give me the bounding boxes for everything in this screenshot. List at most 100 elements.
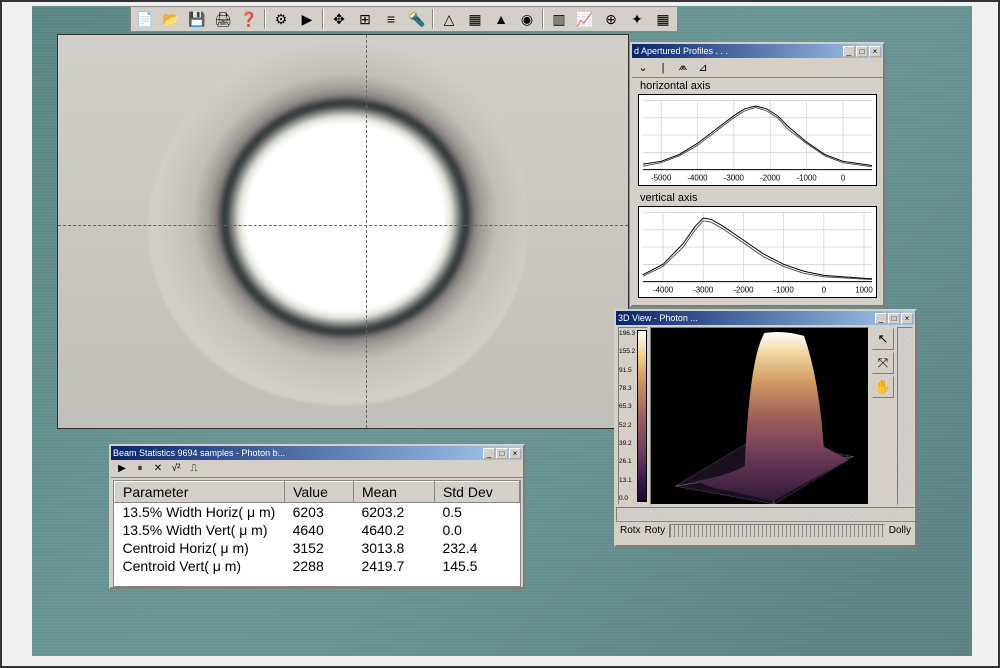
cell: 3013.8 bbox=[353, 539, 434, 557]
colorbar: 196.3155.291.578.365.352.239.226.113.10.… bbox=[618, 327, 648, 505]
toolbar-button-10[interactable]: 🔦 bbox=[405, 8, 429, 30]
toolbar-button-17[interactable]: ⊕ bbox=[599, 8, 623, 30]
view3d-tool-2[interactable]: ✋ bbox=[872, 376, 894, 398]
toolbar-button-6[interactable]: ▶ bbox=[295, 8, 319, 30]
toolbar-button-4[interactable]: ❓ bbox=[237, 8, 261, 30]
stats-tool-3[interactable]: √² bbox=[167, 461, 185, 476]
maximize-button[interactable]: □ bbox=[496, 448, 508, 459]
table-row[interactable]: 13.5% Width Vert( μ m)46404640.20.0 bbox=[115, 521, 520, 539]
profile-toolbar: ⌄|⩕⊿ bbox=[632, 58, 883, 78]
toolbar-button-15[interactable]: ▥ bbox=[547, 8, 571, 30]
toolbar-button-7[interactable]: ✥ bbox=[327, 8, 351, 30]
view3d-controls: Rotx Roty Dolly bbox=[616, 521, 915, 539]
beam-image-window[interactable] bbox=[57, 34, 629, 429]
svg-text:-4000: -4000 bbox=[653, 285, 674, 294]
view3d-plot[interactable] bbox=[650, 327, 869, 505]
table-row[interactable]: 13.5% Width Horiz( μ m)62036203.20.5 bbox=[115, 503, 520, 522]
minimize-button[interactable]: _ bbox=[483, 448, 495, 459]
toolbar-button-9[interactable]: ≡ bbox=[379, 8, 403, 30]
table-row[interactable]: Centroid Horiz( μ m)31523013.8232.4 bbox=[115, 539, 520, 557]
col-header[interactable]: Std Dev bbox=[434, 482, 519, 503]
cell: 0.0 bbox=[434, 521, 519, 539]
toolbar-button-11[interactable]: △ bbox=[437, 8, 461, 30]
view3d-window[interactable]: 3D View - Photon ... _ □ × 196.3155.291.… bbox=[614, 309, 917, 547]
svg-text:0: 0 bbox=[841, 173, 846, 182]
toolbar-button-16[interactable]: 📈 bbox=[573, 8, 597, 30]
cell: 3152 bbox=[285, 539, 354, 557]
toolbar-button-0[interactable]: 📄 bbox=[133, 8, 157, 30]
profile-tool-3[interactable]: ⊿ bbox=[693, 59, 713, 77]
stats-tool-2[interactable]: ✕ bbox=[149, 461, 167, 476]
view3d-tool-0[interactable]: ↖ bbox=[872, 328, 894, 350]
roty-label: Roty bbox=[645, 525, 666, 536]
chart-vertical[interactable]: -4000 -3000 -2000 -1000 0 1000 bbox=[638, 206, 877, 298]
toolbar-button-3[interactable]: 🖨 bbox=[211, 8, 235, 30]
svg-text:0: 0 bbox=[822, 285, 827, 294]
cell: 4640.2 bbox=[353, 521, 434, 539]
col-header[interactable]: Value bbox=[285, 482, 354, 503]
cell: 6203 bbox=[285, 503, 354, 522]
cell: 2288 bbox=[285, 557, 354, 575]
crosshair-vertical bbox=[366, 35, 367, 428]
minimize-button[interactable]: _ bbox=[875, 313, 887, 324]
main-toolbar: 📄📂💾🖨❓⚙▶✥⊞≡🔦△▦▲◉▥📈⊕✦▦ bbox=[130, 6, 678, 32]
profile-window-title[interactable]: d Apertured Profiles . . . _ □ × bbox=[632, 44, 883, 58]
stats-tool-0[interactable]: ▶ bbox=[113, 461, 131, 476]
maximize-button[interactable]: □ bbox=[888, 313, 900, 324]
rotation-slider[interactable] bbox=[669, 524, 885, 538]
toolbar-button-1[interactable]: 📂 bbox=[159, 8, 183, 30]
toolbar-button-12[interactable]: ▦ bbox=[463, 8, 487, 30]
profile-window[interactable]: d Apertured Profiles . . . _ □ × ⌄|⩕⊿ ho… bbox=[630, 42, 885, 307]
svg-text:-4000: -4000 bbox=[687, 173, 708, 182]
view3d-tool-1[interactable]: ⤧ bbox=[872, 352, 894, 374]
toolbar-button-5[interactable]: ⚙ bbox=[269, 8, 293, 30]
crosshair-horizontal bbox=[58, 225, 628, 226]
col-header[interactable]: Parameter bbox=[115, 482, 285, 503]
toolbar-button-13[interactable]: ▲ bbox=[489, 8, 513, 30]
svg-text:-3000: -3000 bbox=[693, 285, 714, 294]
profile-tool-2[interactable]: ⩕ bbox=[673, 59, 693, 77]
toolbar-button-8[interactable]: ⊞ bbox=[353, 8, 377, 30]
view3d-title-label: 3D View - Photon ... bbox=[618, 313, 698, 323]
svg-text:1000: 1000 bbox=[855, 285, 873, 294]
svg-text:-3000: -3000 bbox=[724, 173, 745, 182]
profile-tool-0[interactable]: ⌄ bbox=[633, 59, 653, 77]
close-button[interactable]: × bbox=[869, 46, 881, 57]
svg-text:-2000: -2000 bbox=[733, 285, 754, 294]
stats-title-label: Beam Statistics 9694 samples - Photon b.… bbox=[113, 448, 285, 458]
chart-horizontal[interactable]: -5000-4000-3000-2000-10000 bbox=[638, 94, 877, 186]
table-row[interactable]: Centroid Vert( μ m)22882419.7145.5 bbox=[115, 557, 520, 575]
minimize-button[interactable]: _ bbox=[843, 46, 855, 57]
chart-label-h: horizontal axis bbox=[632, 78, 883, 92]
cell: 4640 bbox=[285, 521, 354, 539]
view3d-title[interactable]: 3D View - Photon ... _ □ × bbox=[616, 311, 915, 325]
cell: 13.5% Width Vert( μ m) bbox=[115, 521, 285, 539]
toolbar-button-19[interactable]: ▦ bbox=[651, 8, 675, 30]
close-button[interactable]: × bbox=[901, 313, 913, 324]
cell: Centroid Horiz( μ m) bbox=[115, 539, 285, 557]
cell: 2419.7 bbox=[353, 557, 434, 575]
stats-window[interactable]: Beam Statistics 9694 samples - Photon b.… bbox=[109, 444, 525, 589]
view3d-tools: ↖⤧✋ bbox=[871, 327, 895, 505]
stats-tool-1[interactable]: ⏸ bbox=[131, 461, 149, 476]
view3d-scrollbar-h[interactable] bbox=[616, 507, 915, 521]
toolbar-button-18[interactable]: ✦ bbox=[625, 8, 649, 30]
chart-label-v: vertical axis bbox=[632, 190, 883, 204]
maximize-button[interactable]: □ bbox=[856, 46, 868, 57]
view3d-scrollbar-v[interactable] bbox=[897, 327, 913, 505]
rotx-label: Rotx bbox=[620, 525, 641, 536]
toolbar-button-14[interactable]: ◉ bbox=[515, 8, 539, 30]
cell: 13.5% Width Horiz( μ m) bbox=[115, 503, 285, 522]
stats-tool-4[interactable]: ⎍ bbox=[185, 461, 203, 476]
stats-title[interactable]: Beam Statistics 9694 samples - Photon b.… bbox=[111, 446, 523, 460]
profile-title-label: d Apertured Profiles . . . bbox=[634, 46, 728, 56]
toolbar-button-2[interactable]: 💾 bbox=[185, 8, 209, 30]
profile-tool-1[interactable]: | bbox=[653, 59, 673, 77]
cell: 232.4 bbox=[434, 539, 519, 557]
svg-text:-1000: -1000 bbox=[796, 173, 817, 182]
dolly-label: Dolly bbox=[889, 525, 911, 536]
close-button[interactable]: × bbox=[509, 448, 521, 459]
col-header[interactable]: Mean bbox=[353, 482, 434, 503]
svg-text:-1000: -1000 bbox=[774, 285, 795, 294]
cell: 6203.2 bbox=[353, 503, 434, 522]
